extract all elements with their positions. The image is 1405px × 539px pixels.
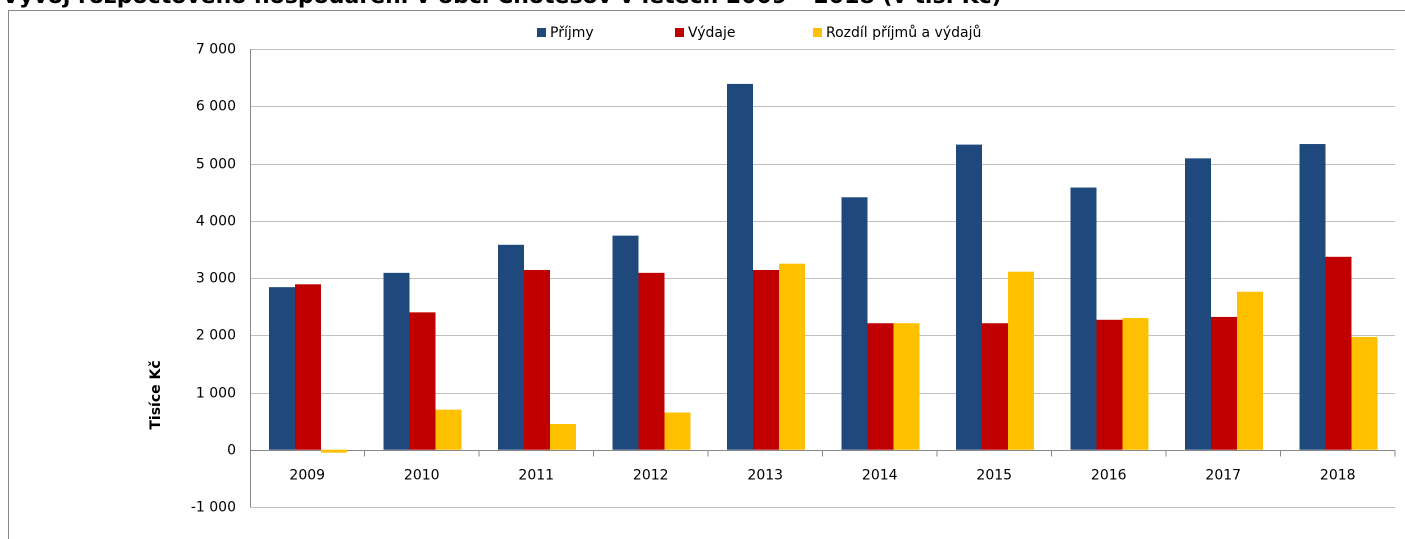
bar xyxy=(1122,318,1149,450)
bar xyxy=(982,323,1008,450)
bar xyxy=(383,272,410,450)
x-tick-label: 2018 xyxy=(1320,468,1356,484)
bar xyxy=(841,197,868,450)
bar xyxy=(664,412,691,450)
bar xyxy=(779,263,805,450)
bar xyxy=(295,284,321,450)
bar xyxy=(893,323,920,450)
bar xyxy=(524,269,550,450)
y-axis-label: Tisíce Kč xyxy=(148,360,164,429)
bar xyxy=(867,323,894,450)
bar xyxy=(1211,316,1237,450)
chart-title: Vývoj rozpočtového hospodaření v obci Ch… xyxy=(2,0,1002,9)
x-tick-label: 2015 xyxy=(976,468,1012,484)
bar xyxy=(498,244,524,450)
bar xyxy=(727,83,753,450)
legend-swatch xyxy=(675,28,684,37)
x-tick-label: 2010 xyxy=(404,468,440,484)
legend-swatch xyxy=(537,28,546,37)
x-tick-label: 2017 xyxy=(1205,468,1241,484)
bar xyxy=(550,423,576,450)
chart-border xyxy=(8,10,1405,539)
bar xyxy=(638,272,665,450)
legend-swatch xyxy=(813,28,822,37)
bar xyxy=(321,449,347,453)
legend-label: Rozdíl příjmů a výdajů xyxy=(826,25,981,41)
x-tick-label: 2012 xyxy=(633,468,669,484)
bar xyxy=(1070,187,1097,450)
y-tick-label: 1 000 xyxy=(196,386,236,402)
y-tick-label: 0 xyxy=(227,443,236,459)
y-tick-label: 5 000 xyxy=(196,157,236,173)
bar xyxy=(612,235,639,450)
y-tick-label: 2 000 xyxy=(196,328,236,344)
bar xyxy=(409,312,436,450)
bar xyxy=(1008,271,1034,450)
y-tick-label: 3 000 xyxy=(196,271,236,287)
x-tick-label: 2009 xyxy=(289,468,325,484)
y-tick-label: -1 000 xyxy=(191,500,236,516)
y-tick-label: 6 000 xyxy=(196,99,236,115)
bar xyxy=(1185,158,1211,450)
bar xyxy=(753,269,779,450)
legend-label: Výdaje xyxy=(688,25,735,41)
bar xyxy=(1237,291,1263,450)
bar xyxy=(1299,144,1326,450)
x-tick-label: 2011 xyxy=(518,468,554,484)
bar xyxy=(435,409,462,450)
bar xyxy=(1351,336,1378,450)
y-tick-label: 4 000 xyxy=(196,214,236,230)
bar xyxy=(1325,256,1352,450)
legend-label: Příjmy xyxy=(550,25,594,41)
y-tick-label: 7 000 xyxy=(196,42,236,58)
bar xyxy=(269,287,295,450)
bar xyxy=(1096,319,1123,450)
x-tick-label: 2013 xyxy=(747,468,783,484)
bar xyxy=(956,144,982,450)
x-tick-label: 2016 xyxy=(1091,468,1127,484)
x-tick-label: 2014 xyxy=(862,468,898,484)
